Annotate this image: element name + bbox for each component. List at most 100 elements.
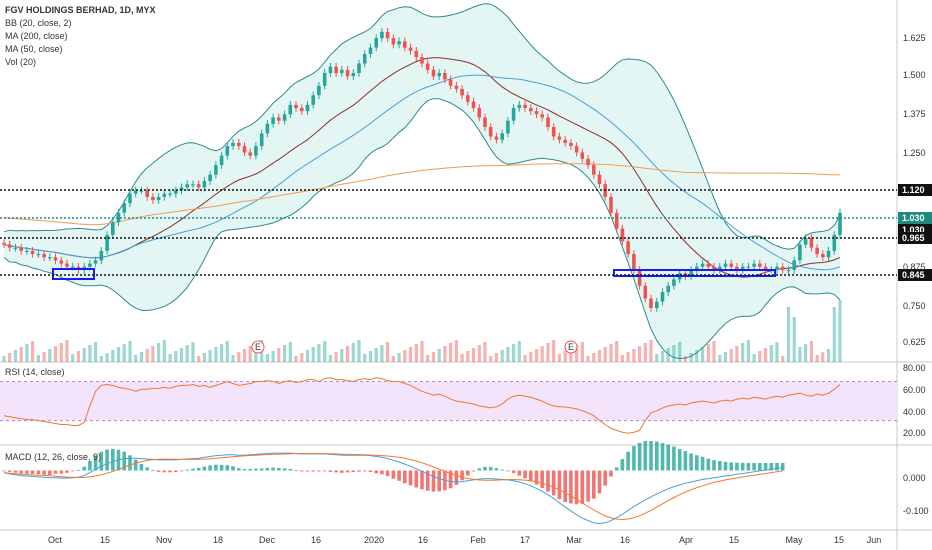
candle-body xyxy=(660,292,665,302)
candle-body xyxy=(752,263,756,267)
macd-histogram-bar xyxy=(557,470,562,500)
volume-bar xyxy=(729,349,733,362)
volume-bar xyxy=(512,344,516,362)
volume-bar xyxy=(557,354,561,362)
volume-bar xyxy=(592,353,596,362)
candle-body xyxy=(609,196,613,213)
volume-bar xyxy=(678,342,682,362)
candle-body xyxy=(574,146,579,153)
volume-bar xyxy=(832,307,836,362)
candle-body xyxy=(563,139,567,143)
macd-histogram-bar xyxy=(305,470,310,472)
volume-bar xyxy=(741,343,745,362)
level-tag-label: 1.030 xyxy=(902,213,925,223)
candle-body xyxy=(294,104,298,108)
volume-bar xyxy=(569,348,573,362)
candle-body xyxy=(265,123,270,134)
volume-bar xyxy=(735,346,739,362)
macd-histogram-bar xyxy=(168,470,172,473)
volume-bar xyxy=(220,344,224,362)
macd-histogram-bar xyxy=(729,462,733,471)
candle-body xyxy=(649,298,653,308)
candle-body xyxy=(225,146,230,156)
level-tag-label: 0.965 xyxy=(902,233,925,243)
price-tick-label: 1.375 xyxy=(903,109,926,119)
volume-bar xyxy=(620,355,624,362)
volume-bar xyxy=(483,342,487,362)
macd-histogram-bar xyxy=(174,470,178,472)
candle-body xyxy=(351,73,356,77)
macd-histogram-bar xyxy=(723,461,728,471)
rsi-tick-label: 40.00 xyxy=(903,407,926,417)
volume-bar xyxy=(105,353,109,362)
macd-histogram-bar xyxy=(362,470,367,472)
volume-bar xyxy=(363,354,367,362)
macd-histogram-bar xyxy=(2,470,6,472)
volume-bar xyxy=(242,349,247,362)
bb-legend[interactable]: BB (20, close, 2) xyxy=(5,18,72,28)
macd-label[interactable]: MACD (12, 26, close, 9) xyxy=(5,452,102,462)
macd-histogram-bar xyxy=(614,467,619,471)
volume-bar xyxy=(718,355,722,362)
macd-histogram-bar xyxy=(30,470,35,474)
candle-body xyxy=(151,196,155,201)
candle-body xyxy=(517,104,522,108)
earnings-label: E xyxy=(255,342,261,352)
candle-body xyxy=(488,127,493,137)
time-tick-label: Nov xyxy=(156,535,173,545)
volume-bar xyxy=(723,352,728,362)
volume-bar xyxy=(323,341,327,362)
candle-body xyxy=(168,193,172,195)
rsi-legend: RSI (14, close) xyxy=(5,366,65,379)
volume-bar xyxy=(368,351,373,362)
macd-histogram-bar xyxy=(683,451,688,471)
candle-body xyxy=(425,63,430,70)
candle-body xyxy=(380,31,384,39)
volume-bar xyxy=(706,344,710,362)
macd-histogram-bar xyxy=(425,470,430,491)
macd-histogram-bar xyxy=(317,470,321,472)
vol-legend[interactable]: Vol (20) xyxy=(5,57,37,67)
candle-body xyxy=(328,66,333,74)
price-tick-label: 1.500 xyxy=(903,70,926,80)
ma50-legend[interactable]: MA (50, close) xyxy=(5,44,63,54)
symbol-title[interactable]: FGV HOLDINGS BERHAD, 1D, MYX xyxy=(5,5,156,15)
volume-bar xyxy=(380,345,384,362)
macd-histogram-bar xyxy=(145,467,149,471)
volume-bar xyxy=(466,351,470,362)
macd-histogram-bar xyxy=(133,459,138,471)
volume-bar xyxy=(529,352,533,362)
volume-bar xyxy=(781,356,785,362)
volume-bar xyxy=(683,356,687,362)
rsi-label[interactable]: RSI (14, close) xyxy=(5,367,65,377)
macd-histogram-bar xyxy=(59,470,64,474)
signal-line xyxy=(3,453,783,521)
candle-body xyxy=(300,108,304,112)
volume-bar xyxy=(42,352,46,362)
candle-body xyxy=(643,285,648,299)
rsi-tick-label: 60.00 xyxy=(903,385,926,395)
macd-histogram-bar xyxy=(294,470,298,472)
candle-body xyxy=(723,263,728,267)
volume-bar xyxy=(552,340,556,362)
volume-bar xyxy=(408,347,413,362)
candle-body xyxy=(666,285,670,293)
macd-histogram-bar xyxy=(380,470,384,475)
time-tick-label: Dec xyxy=(259,535,276,545)
volume-bar xyxy=(386,342,390,362)
volume-bar xyxy=(59,343,63,362)
volume-bar xyxy=(122,344,126,362)
volume-bar xyxy=(517,341,521,362)
volume-bar xyxy=(420,341,424,362)
volume-bar xyxy=(609,344,613,362)
macd-line xyxy=(3,452,783,525)
volume-bar xyxy=(328,355,332,362)
macd-histogram-bar xyxy=(780,463,785,471)
price-tick-label: 0.625 xyxy=(903,337,926,347)
ma200-legend[interactable]: MA (200, close) xyxy=(5,31,68,41)
volume-bar xyxy=(225,341,229,362)
rsi-line xyxy=(3,377,841,434)
volume-bar xyxy=(758,351,762,362)
macd-histogram-bar xyxy=(191,468,195,471)
